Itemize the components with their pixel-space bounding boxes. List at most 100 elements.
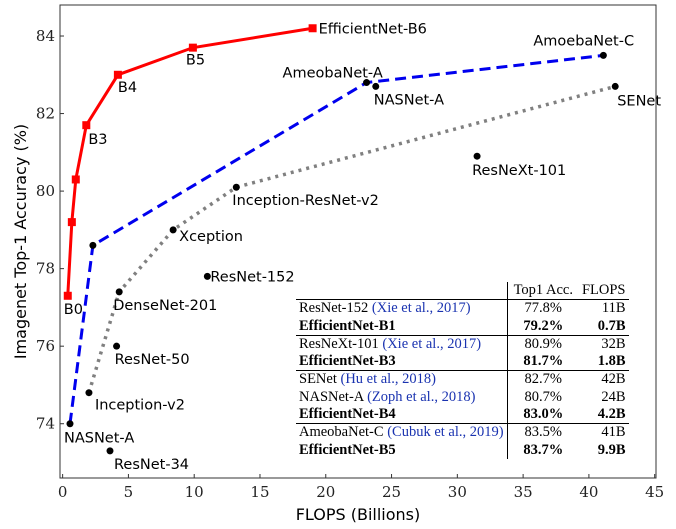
model-name: EfficientNet-B5 [299, 441, 396, 458]
table-row: SENet (Hu et al., 2018) 82.7% 42B [296, 370, 629, 389]
flops-cell: 4.2B [597, 406, 626, 423]
acc-cell: 80.9% [506, 334, 579, 354]
flops-cell: 0.7B [597, 317, 626, 334]
point-label: NASNet-A [374, 92, 444, 108]
x-tick-label: 0 [58, 483, 68, 501]
x-axis-label: FLOPS (Billions) [296, 505, 421, 524]
acc-cell: 83.5% [506, 423, 579, 442]
citation-link[interactable]: (Xie et al., 2017) [371, 300, 471, 317]
model-name: EfficientNet-B4 [299, 406, 396, 423]
scatter-point [106, 447, 114, 455]
x-tick-label: 35 [514, 483, 533, 501]
acc-cell: 82.7% [506, 370, 579, 389]
point-label: B0 [64, 302, 83, 318]
x-tick-label: 5 [124, 483, 134, 501]
series-marker [85, 389, 93, 397]
point-label: AmeobaNet-A [283, 66, 383, 82]
table-row: AmeobaNet-C (Cubuk et al., 2019) 83.5% 41B [296, 423, 629, 442]
x-tick-label: 40 [579, 483, 598, 501]
table-row: NASNet-A (Zoph et al., 2018) 80.7% 24B [296, 388, 629, 407]
point-label: DenseNet-201 [113, 298, 217, 314]
point-label: Inception-ResNet-v2 [232, 193, 379, 209]
model-name: EfficientNet-B1 [299, 317, 396, 334]
y-tick-label: 78 [36, 260, 55, 278]
citation-link[interactable]: (Cubuk et al., 2019) [387, 424, 504, 441]
series-marker [67, 218, 76, 227]
table-row: EfficientNet-B4 83.0% 4.2B [296, 406, 629, 424]
acc-cell: 77.8% [506, 299, 579, 318]
model-name: ResNet-152 [299, 300, 369, 317]
point-label: ResNet-34 [114, 457, 189, 473]
acc-cell: 79.2% [506, 317, 579, 336]
series-marker [188, 43, 197, 52]
point-label: ResNet-50 [115, 352, 190, 368]
model-name: NASNet-A [299, 388, 364, 405]
series-marker [169, 226, 177, 234]
scatter-point [203, 272, 211, 280]
point-label: B4 [118, 80, 137, 96]
model-cell: ResNet-152 (Xie et al., 2017) [296, 299, 508, 318]
y-tick-label: 82 [36, 105, 55, 123]
point-label: Inception-v2 [95, 398, 185, 414]
series-marker [599, 51, 607, 59]
x-tick-label: 45 [645, 483, 664, 501]
table-header: Top1 Acc. FLOPS [296, 282, 629, 300]
series-marker [66, 420, 74, 428]
plot-frame [59, 4, 657, 479]
model-cell: EfficientNet-B5 [296, 442, 507, 459]
y-tick-label: 74 [36, 415, 55, 433]
table-row: ResNeXt-101 (Xie et al., 2017) 80.9% 32B [296, 334, 629, 354]
citation-link[interactable]: (Hu et al., 2018) [340, 371, 436, 388]
point-label: Xception [179, 229, 243, 245]
x-tick-label: 25 [382, 483, 401, 501]
model-name: EfficientNet-B3 [299, 353, 396, 370]
y-tick-label: 76 [36, 337, 55, 355]
x-tick-label: 30 [448, 483, 467, 501]
comparison-table: Top1 Acc. FLOPS ResNet-152 (Xie et al., 20… [296, 282, 629, 459]
flops-cell: 42B [578, 370, 629, 389]
point-label: AmoebaNet-C [533, 33, 634, 49]
y-tick-label: 80 [36, 182, 55, 200]
model-name: SENet [299, 371, 337, 388]
acc-cell: 83.0% [506, 406, 579, 424]
model-cell: ResNeXt-101 (Xie et al., 2017) [296, 334, 508, 354]
model-cell: AmeobaNet-C (Cubuk et al., 2019) [296, 423, 508, 442]
table-row: ResNet-152 (Xie et al., 2017) 77.8% 11B [296, 299, 629, 318]
table-header-cell: FLOPS [581, 282, 626, 298]
table-row: EfficientNet-B1 79.2% 0.7B [296, 317, 629, 336]
table-row: EfficientNet-B5 83.7% 9.9B [296, 441, 629, 459]
series-line-2 [87, 84, 616, 394]
model-cell: EfficientNet-B1 [296, 318, 507, 336]
model-cell: SENet (Hu et al., 2018) [296, 370, 508, 389]
point-label: SENet [617, 93, 661, 109]
flops-cell: 41B [578, 423, 629, 442]
model-cell: EfficientNet-B4 [296, 406, 507, 424]
point-label: NASNet-A [64, 431, 134, 447]
point-label: B5 [186, 53, 205, 69]
series-marker [363, 79, 371, 87]
model-name: AmeobaNet-C [299, 424, 384, 441]
series-marker [63, 291, 72, 300]
citation-link[interactable]: (Zoph et al., 2018) [367, 388, 476, 405]
acc-cell: 81.7% [506, 353, 579, 371]
y-axis-label: Imagenet Top-1 Accuracy (%) [11, 124, 30, 359]
point-label: EfficientNet-B6 [319, 21, 427, 37]
x-tick-label: 10 [185, 483, 204, 501]
series-marker [82, 121, 91, 130]
acc-cell: 80.7% [506, 388, 579, 407]
series-line-1 [68, 53, 604, 424]
citation-link[interactable]: (Xie et al., 2017) [382, 335, 482, 352]
scatter-point [113, 342, 121, 350]
y-tick-label: 84 [36, 27, 55, 45]
flops-cell: 1.8B [597, 353, 626, 370]
series-marker [611, 82, 619, 90]
table-row: EfficientNet-B3 81.7% 1.8B [296, 353, 629, 371]
x-tick-label: 15 [250, 483, 269, 501]
series-marker [115, 288, 123, 296]
point-label: ResNet-152 [210, 269, 294, 285]
flops-cell: 9.9B [597, 441, 626, 458]
point-label: B3 [88, 132, 107, 148]
flops-cell: 24B [601, 388, 626, 405]
scatter-point [372, 82, 380, 90]
